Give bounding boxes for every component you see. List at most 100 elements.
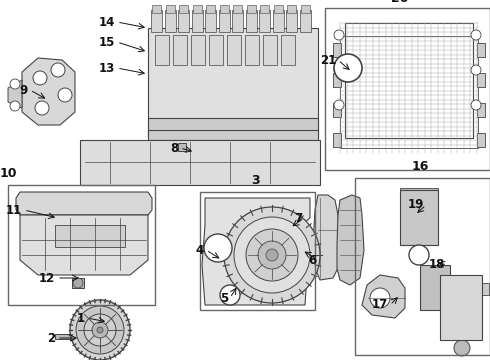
Bar <box>325 8 490 170</box>
Bar <box>233 5 242 13</box>
Bar <box>259 10 270 32</box>
Bar <box>148 118 318 140</box>
Polygon shape <box>20 215 148 275</box>
Circle shape <box>334 65 344 75</box>
Bar <box>227 35 241 65</box>
Bar <box>245 10 256 32</box>
Circle shape <box>409 245 429 265</box>
Circle shape <box>370 288 390 308</box>
Bar <box>333 133 341 147</box>
Circle shape <box>471 30 481 40</box>
Circle shape <box>340 60 356 76</box>
Bar <box>477 133 485 147</box>
Polygon shape <box>8 80 22 108</box>
Circle shape <box>334 30 344 40</box>
Circle shape <box>10 101 20 111</box>
Bar <box>440 275 482 340</box>
Bar <box>220 5 228 13</box>
Circle shape <box>334 54 362 82</box>
Circle shape <box>35 101 49 115</box>
Bar <box>166 5 174 13</box>
Circle shape <box>58 88 72 102</box>
Circle shape <box>73 278 83 288</box>
Text: 12: 12 <box>39 271 55 284</box>
Circle shape <box>10 79 20 89</box>
Circle shape <box>225 290 235 300</box>
Bar <box>477 43 485 57</box>
Bar <box>300 5 310 13</box>
Bar <box>55 334 80 339</box>
Polygon shape <box>337 195 364 285</box>
Polygon shape <box>22 58 75 125</box>
Circle shape <box>92 322 108 338</box>
Bar <box>246 5 255 13</box>
Bar <box>173 35 187 65</box>
Circle shape <box>246 229 298 281</box>
Circle shape <box>210 240 226 256</box>
Bar <box>8 185 155 305</box>
Text: 11: 11 <box>6 203 22 216</box>
Circle shape <box>375 293 385 303</box>
Circle shape <box>33 71 47 85</box>
Polygon shape <box>362 275 405 318</box>
Text: 15: 15 <box>98 36 115 49</box>
Circle shape <box>220 285 240 305</box>
Bar <box>192 10 202 32</box>
Bar <box>148 28 318 138</box>
Text: 8: 8 <box>170 141 178 154</box>
Bar <box>477 103 485 117</box>
Text: 18: 18 <box>429 258 445 271</box>
Bar <box>55 225 125 247</box>
Text: 10: 10 <box>0 167 17 180</box>
Bar <box>400 190 438 245</box>
Bar <box>333 73 341 87</box>
Circle shape <box>414 250 424 260</box>
Bar <box>178 143 186 151</box>
Text: 4: 4 <box>196 243 204 256</box>
Text: 17: 17 <box>372 298 388 311</box>
Bar <box>435 283 442 295</box>
Text: 16: 16 <box>411 160 429 173</box>
Bar <box>179 5 188 13</box>
Bar <box>273 5 283 13</box>
Bar <box>345 23 473 138</box>
Text: 13: 13 <box>99 62 115 75</box>
Bar <box>477 73 485 87</box>
Bar <box>272 10 284 32</box>
Bar <box>400 188 438 193</box>
Bar <box>72 278 84 288</box>
Bar <box>355 178 490 355</box>
Bar <box>191 35 205 65</box>
Circle shape <box>224 207 320 303</box>
Bar <box>178 10 189 32</box>
Text: 3: 3 <box>251 174 259 187</box>
Text: 7: 7 <box>294 211 302 225</box>
Bar <box>165 10 175 32</box>
Text: 2: 2 <box>47 332 55 345</box>
Bar <box>287 5 296 13</box>
Circle shape <box>70 300 130 360</box>
Polygon shape <box>313 195 340 280</box>
Bar <box>152 5 161 13</box>
Bar <box>245 35 259 65</box>
Circle shape <box>51 63 65 77</box>
Polygon shape <box>16 192 152 215</box>
Circle shape <box>266 249 278 261</box>
Circle shape <box>234 217 310 293</box>
Text: 14: 14 <box>98 15 115 28</box>
Bar <box>155 35 169 65</box>
Circle shape <box>471 100 481 110</box>
Text: 5: 5 <box>220 292 228 305</box>
Circle shape <box>258 241 286 269</box>
Text: 19: 19 <box>408 198 424 211</box>
Circle shape <box>204 234 232 262</box>
Bar <box>263 35 277 65</box>
Circle shape <box>454 340 470 356</box>
Bar <box>333 43 341 57</box>
Bar <box>206 5 215 13</box>
Bar <box>232 10 243 32</box>
Bar <box>260 5 269 13</box>
Text: 21: 21 <box>320 54 336 67</box>
Text: 6: 6 <box>308 253 316 266</box>
Bar <box>151 10 162 32</box>
